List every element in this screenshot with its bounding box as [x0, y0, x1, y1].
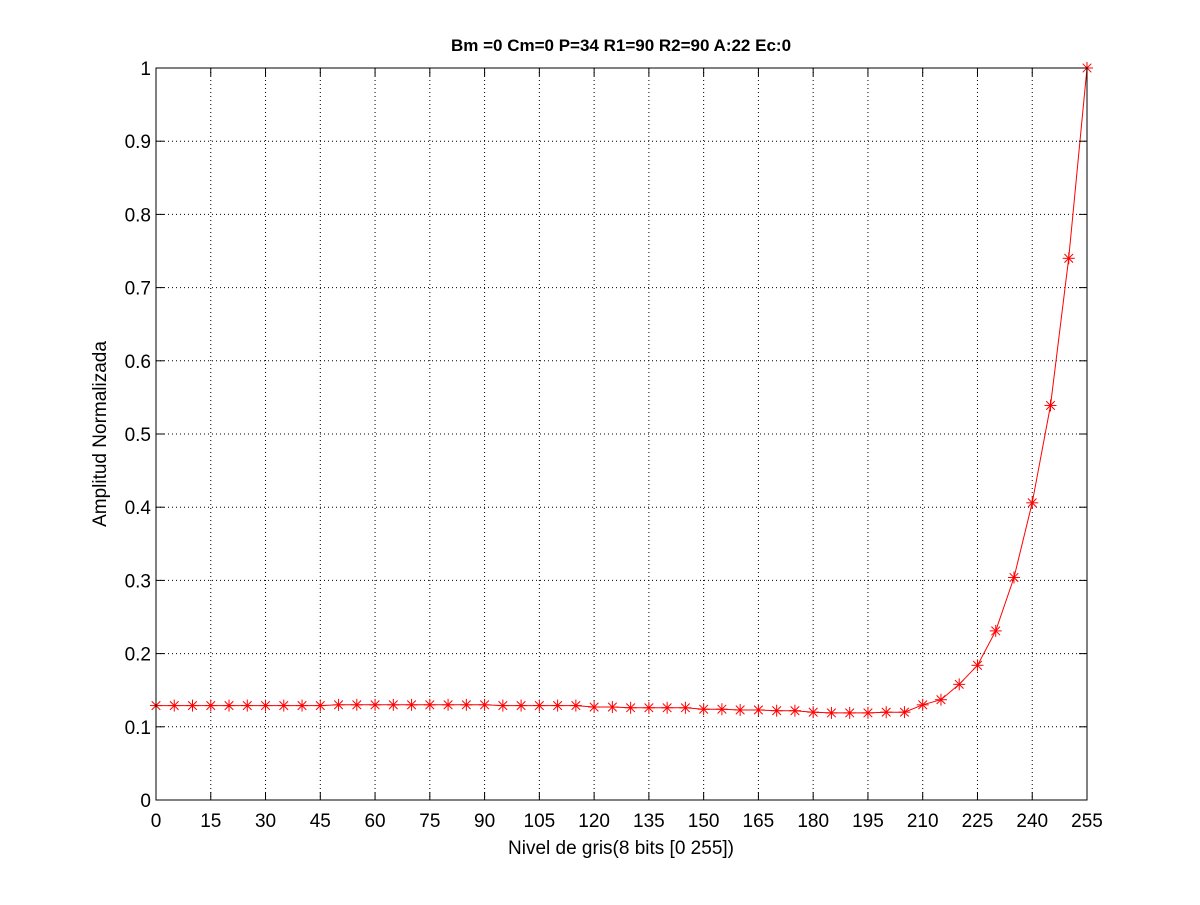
axis-ticks: 0 15 30 45 60 75 90 105 120 135 150 165 180 195 210 225… — [125, 59, 1103, 832]
data-point-marker — [296, 699, 309, 712]
x-tick-label: 45 — [310, 811, 331, 832]
series-layer — [150, 62, 1093, 719]
x-tick-label: 225 — [962, 811, 994, 832]
y-tick-label: 0 — [140, 791, 151, 812]
plot-area — [156, 68, 1087, 800]
data-point-marker — [880, 706, 893, 719]
data-point-marker — [350, 698, 363, 711]
y-tick-label: 0.9 — [125, 132, 151, 153]
x-tick-label: 210 — [907, 811, 939, 832]
data-point-marker — [770, 704, 783, 717]
data-point-marker — [423, 698, 436, 711]
y-tick-label: 0.4 — [125, 498, 152, 519]
data-point-marker — [478, 698, 491, 711]
data-point-marker — [861, 706, 874, 719]
data-point-marker — [314, 699, 327, 712]
data-point-marker — [734, 703, 747, 716]
x-tick-label: 15 — [200, 811, 221, 832]
x-tick-label: 255 — [1071, 811, 1103, 832]
data-point-marker — [259, 699, 272, 712]
data-point-marker — [642, 701, 655, 714]
data-point-marker — [788, 704, 801, 717]
data-point-marker — [825, 706, 838, 719]
data-point-marker — [679, 701, 692, 714]
data-point-marker — [223, 699, 236, 712]
data-point-marker — [460, 698, 473, 711]
x-axis-label: Nivel de gris(8 bits [0 255]) — [508, 838, 734, 859]
data-point-marker — [277, 699, 290, 712]
series-line — [156, 67, 1088, 714]
x-tick-label: 60 — [364, 811, 385, 832]
x-tick-label: 120 — [578, 811, 610, 832]
y-tick-label: 0.7 — [125, 279, 151, 300]
data-point-marker — [898, 706, 911, 719]
data-point-marker — [332, 698, 345, 711]
y-tick-label: 0.5 — [125, 425, 151, 446]
data-point-marker — [204, 699, 217, 712]
data-point-marker — [989, 624, 1002, 637]
data-point-marker — [807, 706, 820, 719]
y-axis-label: Amplitud Normalizada — [90, 341, 111, 527]
data-point-marker — [551, 699, 564, 712]
y-tick-label: 0.3 — [125, 571, 151, 592]
data-point-marker — [1026, 496, 1039, 509]
y-tick-label: 0.1 — [125, 718, 151, 739]
y-tick-label: 0.8 — [125, 205, 151, 226]
x-tick-label: 240 — [1016, 811, 1048, 832]
y-tick-label: 0.6 — [125, 352, 151, 373]
data-point-marker — [533, 699, 546, 712]
y-tick-label: 1 — [140, 59, 151, 80]
data-point-marker — [715, 703, 728, 716]
chart-title: Bm =0 Cm=0 P=34 R1=90 R2=90 A:22 Ec:0 — [451, 36, 791, 55]
x-tick-label: 90 — [474, 811, 495, 832]
data-point-marker — [606, 701, 619, 714]
data-point-marker — [1007, 571, 1020, 584]
x-tick-label: 150 — [688, 811, 720, 832]
x-tick-label: 105 — [524, 811, 556, 832]
x-tick-label: 0 — [151, 811, 162, 832]
data-point-marker — [916, 698, 929, 711]
x-tick-label: 30 — [255, 811, 276, 832]
data-point-marker — [1044, 399, 1057, 412]
data-point-marker — [752, 703, 765, 716]
data-point-marker — [442, 698, 455, 711]
data-point-marker — [624, 701, 637, 714]
data-point-marker — [934, 693, 947, 706]
data-point-marker — [515, 699, 528, 712]
data-point-marker — [697, 703, 710, 716]
data-point-marker — [387, 698, 400, 711]
data-point-marker — [843, 706, 856, 719]
data-point-marker — [186, 699, 199, 712]
data-point-marker — [971, 659, 984, 672]
data-point-marker — [405, 698, 418, 711]
data-point-marker — [496, 699, 509, 712]
data-point-marker — [588, 701, 601, 714]
x-tick-label: 180 — [797, 811, 829, 832]
data-point-marker — [241, 699, 254, 712]
x-tick-label: 75 — [419, 811, 440, 832]
y-tick-label: 0.2 — [125, 645, 151, 666]
data-point-marker — [369, 698, 382, 711]
x-tick-label: 195 — [852, 811, 884, 832]
data-point-marker — [953, 678, 966, 691]
data-point-marker — [1062, 252, 1075, 265]
data-point-marker — [569, 699, 582, 712]
data-point-marker — [168, 699, 181, 712]
x-tick-label: 135 — [633, 811, 665, 832]
x-tick-label: 165 — [743, 811, 775, 832]
data-point-marker — [661, 701, 674, 714]
